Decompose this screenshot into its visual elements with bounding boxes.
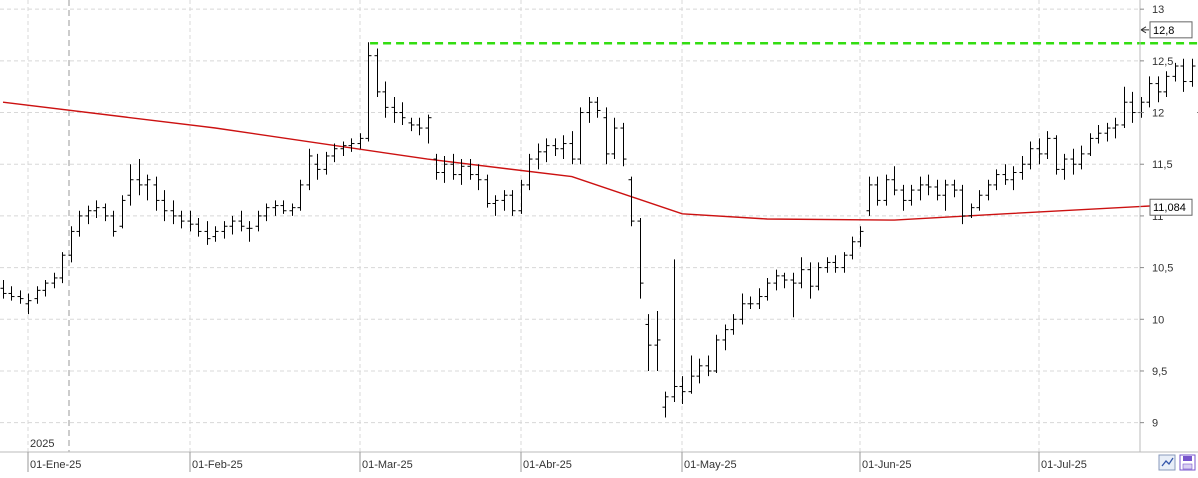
save-icon[interactable]: [1180, 455, 1195, 470]
x-tick-label: 01-May-25: [684, 459, 737, 471]
x-tick-label: 01-Abr-25: [523, 459, 572, 471]
svg-text:12,8: 12,8: [1153, 25, 1174, 37]
x-tick-label: 01-Jun-25: [862, 459, 912, 471]
y-tick-label: 9: [1152, 418, 1158, 430]
y-tick-label: 9,5: [1152, 366, 1167, 378]
y-tick-label: 12: [1152, 108, 1164, 120]
y-tick-label: 12,5: [1152, 56, 1173, 68]
year-label: 2025: [30, 438, 54, 450]
y-tick-label: 10: [1152, 314, 1164, 326]
x-tick-label: 01-Mar-25: [362, 459, 413, 471]
y-tick-label: 11,5: [1152, 159, 1173, 171]
current-price-label: 12,8: [1150, 22, 1192, 38]
x-tick-label: 01-Feb-25: [192, 459, 243, 471]
svg-text:11,084: 11,084: [1153, 202, 1186, 214]
x-tick-label: 01-Jul-25: [1041, 459, 1087, 471]
x-tick-label: 01-Ene-25: [30, 459, 81, 471]
ma-value-label: 11,084: [1150, 199, 1192, 215]
y-tick-label: 13: [1152, 4, 1164, 16]
y-tick-label: 10,5: [1152, 263, 1173, 275]
zoom-icon[interactable]: [1159, 455, 1175, 470]
